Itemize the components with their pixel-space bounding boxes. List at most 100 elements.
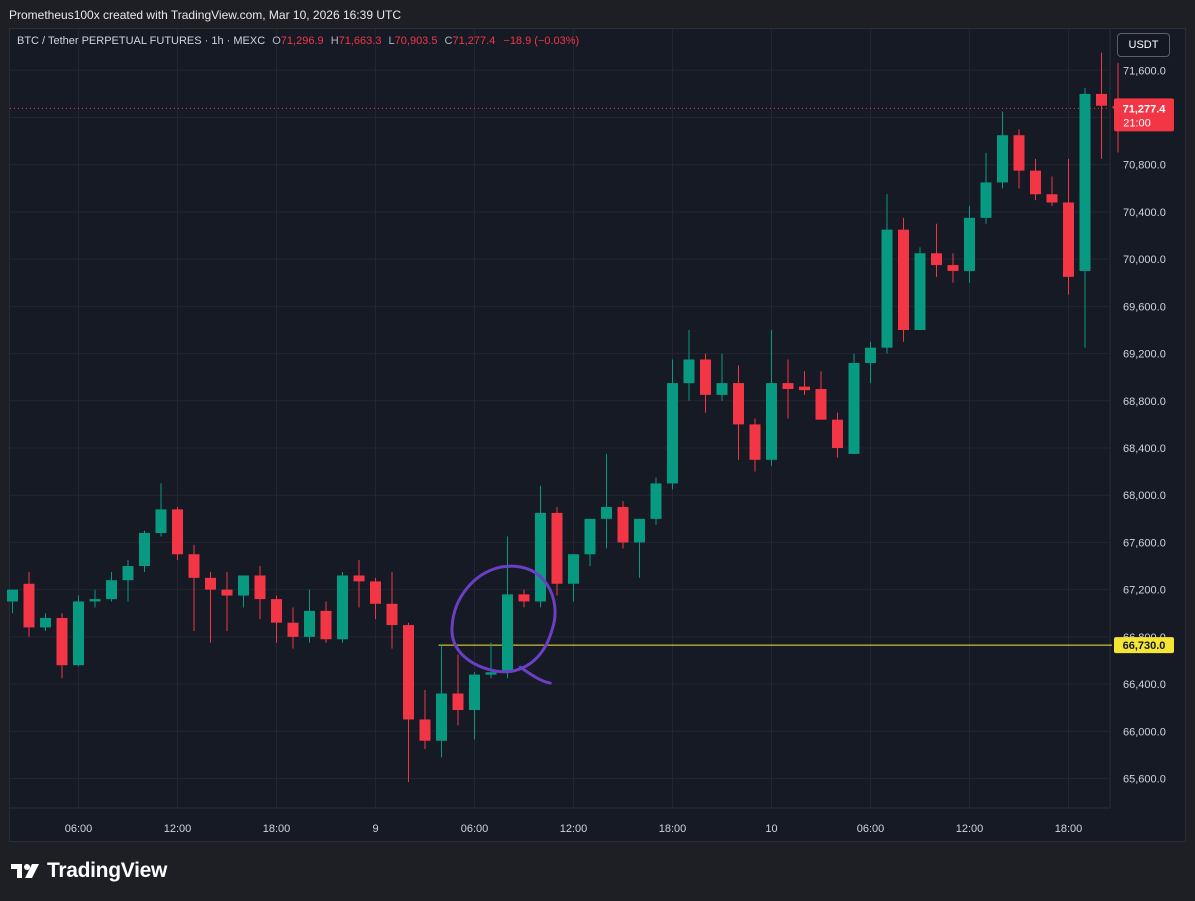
candle-bearish	[1063, 158, 1074, 295]
candle-bullish	[650, 477, 662, 525]
y-tick-label: 65,600.0	[1123, 773, 1166, 785]
x-tick-label: 18:00	[659, 823, 687, 835]
candle-bullish	[139, 530, 150, 572]
candle-body	[452, 693, 464, 711]
candle-body	[617, 507, 629, 543]
candle-bearish	[370, 577, 381, 620]
candle-bullish	[122, 560, 134, 602]
candle-body	[601, 507, 612, 519]
y-tick-label: 67,600.0	[1123, 537, 1166, 549]
attribution-text: Prometheus100x created with TradingView.…	[9, 8, 401, 22]
x-tick-label: 18:00	[263, 823, 291, 835]
candle-bearish	[518, 589, 530, 608]
candle-bearish	[1046, 176, 1058, 207]
x-tick-label: 06:00	[461, 823, 489, 835]
candle-body	[238, 575, 249, 596]
candle-bearish	[56, 613, 68, 679]
candle-bullish	[238, 575, 249, 608]
x-tick-label: 12:00	[560, 823, 588, 835]
candle-bullish	[601, 453, 612, 549]
y-tick-label: 69,200.0	[1123, 349, 1166, 361]
tradingview-logo[interactable]: TradingView	[11, 859, 167, 883]
y-tick-label: 69,600.0	[1123, 301, 1166, 313]
candle-bullish	[155, 483, 167, 537]
candle-bearish	[733, 365, 744, 460]
last-price-label-bg	[1114, 98, 1174, 132]
candle-body	[254, 575, 266, 600]
low-value: 70,903.5	[394, 35, 438, 47]
candle-body	[848, 363, 860, 454]
candle-body	[139, 532, 150, 567]
candle-body	[1030, 170, 1041, 195]
candle-bearish	[1030, 158, 1041, 201]
candle-body	[337, 575, 348, 640]
candle-body	[551, 512, 563, 584]
candle-bearish	[23, 571, 35, 637]
candle-bullish	[73, 595, 84, 667]
candle-body	[1013, 135, 1025, 171]
candle-bearish	[931, 223, 942, 277]
footer	[0, 842, 1195, 901]
candle-body	[419, 719, 431, 741]
candle-bullish	[980, 152, 992, 224]
y-tick-label: 70,400.0	[1123, 207, 1166, 219]
candle-body	[650, 483, 662, 519]
candle-body	[832, 419, 843, 449]
candle-body	[122, 566, 134, 581]
candle-body	[683, 359, 695, 384]
candle-body	[304, 610, 315, 637]
candle-body	[733, 383, 744, 425]
x-tick-label: 10	[765, 823, 777, 835]
candle-body	[964, 217, 975, 271]
attribution-bar: Prometheus100x created with TradingView.…	[0, 0, 1195, 28]
open-label: O	[272, 35, 281, 47]
tradingview-wordmark: TradingView	[47, 859, 168, 882]
change-value: −18.9 (−0.03%)	[503, 35, 580, 47]
candle-body	[172, 509, 183, 555]
candle-body	[23, 583, 35, 628]
y-tick-label: 68,800.0	[1123, 396, 1166, 408]
y-tick-label: 66,000.0	[1123, 726, 1166, 738]
level-label-bg	[1114, 637, 1174, 654]
currency-button[interactable]: USDT	[1117, 33, 1170, 57]
candle-bullish	[469, 672, 480, 740]
candle-bearish	[172, 507, 183, 561]
candle-bearish	[551, 507, 563, 596]
candle-body	[1096, 93, 1107, 106]
candle-bearish	[782, 359, 794, 419]
candle-bullish	[535, 485, 546, 608]
candle-body	[535, 512, 546, 602]
x-tick-label: 06:00	[857, 823, 885, 835]
candle-body	[40, 617, 51, 628]
y-tick-label: 71,600.0	[1123, 65, 1166, 77]
candle-bearish	[1096, 52, 1107, 159]
candle-bullish	[502, 536, 513, 679]
high-label: H	[330, 35, 339, 47]
open-value: 71,296.9	[280, 35, 324, 47]
candle-body	[584, 518, 596, 555]
candle-bullish	[584, 518, 596, 567]
close-value: 71,277.4	[452, 35, 496, 47]
candle-body	[716, 383, 728, 395]
candle-bullish	[667, 359, 678, 490]
candle-body	[353, 575, 365, 582]
y-tick-label: 66,400.0	[1123, 679, 1166, 691]
x-tick-label: 18:00	[1055, 823, 1083, 835]
candle-body	[518, 594, 530, 602]
candle-bullish	[40, 613, 51, 631]
candle-bullish	[766, 329, 777, 466]
candle-bullish	[106, 571, 117, 602]
last-price-label: 71,277.4 21:00	[1114, 98, 1174, 132]
candle-body	[997, 135, 1008, 183]
symbol-legend: BTC / Tether PERPETUAL FUTURES · 1h · ME…	[17, 35, 579, 47]
hand-drawn-circle	[450, 564, 557, 685]
candle-bearish	[799, 371, 810, 395]
candle-bullish	[7, 589, 18, 614]
y-tick-label: 68,400.0	[1123, 443, 1166, 455]
chart-frame[interactable]	[9, 28, 1186, 842]
candle-bearish	[403, 622, 414, 783]
candle-body	[386, 603, 398, 626]
candle-bullish	[304, 589, 315, 643]
candle-bullish	[634, 518, 645, 578]
